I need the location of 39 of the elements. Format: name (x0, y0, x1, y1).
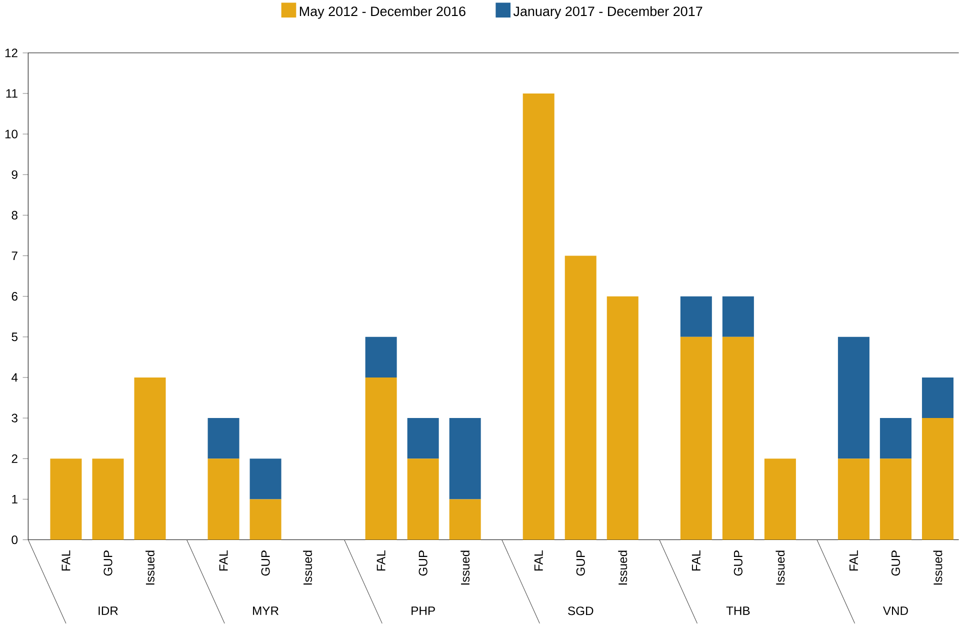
x-tick-label: Issued (460, 550, 470, 585)
x-tick-label: FAL (850, 550, 858, 571)
y-tick-label: 10 (5, 130, 18, 139)
text: VND (882, 606, 908, 616)
y-tick-label: 8 (12, 211, 18, 220)
y-tick-label: 4 (12, 373, 18, 382)
x-tick-label: GUP (418, 550, 428, 576)
y-tick-label: 9 (12, 170, 18, 180)
x-tick-label: GUP (891, 550, 900, 576)
text: MYR (253, 606, 278, 616)
x-tick-label: GUP (576, 550, 585, 576)
text: PHP (412, 606, 435, 616)
y-tick-label: 0 (12, 536, 18, 544)
x-tick-label: Issued (618, 550, 628, 585)
x-tick-label: GUP (104, 550, 112, 576)
x-tick-label: Issued (146, 550, 154, 585)
text: SGD (568, 606, 594, 616)
y-tick-label: 3 (12, 414, 18, 423)
legend-label: May 2012 - December 2016 (300, 6, 466, 19)
y-tick-label: 11 (6, 89, 18, 98)
text: IDR (98, 606, 118, 616)
text: THB (726, 606, 750, 616)
x-tick-label: Issued (776, 550, 785, 585)
y-tick-label: 7 (12, 252, 18, 260)
legend-label: January 2017 - December 2017 (513, 6, 702, 19)
x-tick-label: FAL (376, 550, 386, 571)
x-tick-label: FAL (692, 550, 700, 571)
y-tick-label: 12 (5, 48, 18, 58)
x-tick-label: FAL (534, 550, 543, 571)
y-tick-label: 2 (12, 454, 18, 464)
x-tick-label: Issued (933, 550, 942, 585)
y-tick-label: 6 (12, 292, 18, 301)
x-tick-label: Issued (303, 550, 312, 585)
y-tick-label: 5 (12, 332, 18, 342)
x-tick-label: FAL (219, 550, 228, 571)
x-tick-label: FAL (62, 550, 70, 571)
x-tick-label: GUP (734, 550, 742, 576)
y-tick-label: 1 (12, 495, 18, 504)
x-tick-label: GUP (261, 550, 270, 576)
